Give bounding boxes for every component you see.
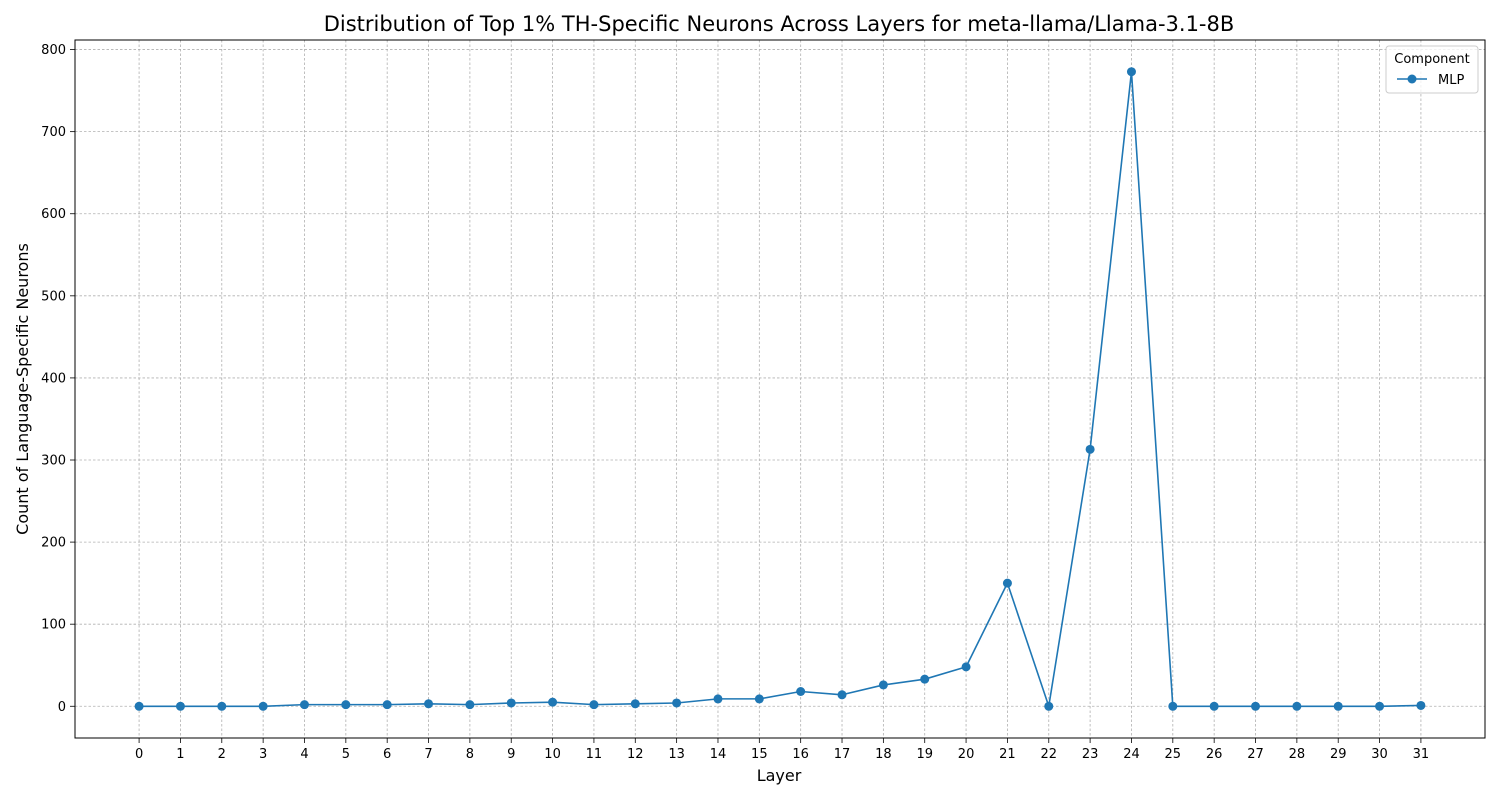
x-tick-label: 1 [176,747,184,762]
data-point [465,700,475,710]
y-axis-ticks: 0 100 200 300 400 500 600 700 800 [41,43,75,715]
data-point [920,674,930,684]
x-tick-label: 6 [383,747,391,762]
y-tick-label: 0 [58,700,66,715]
x-tick-label: 8 [466,747,474,762]
x-tick-label: 14 [710,747,727,762]
y-tick-label: 600 [41,207,66,222]
data-point [837,690,847,700]
chart-title: Distribution of Top 1% TH-Specific Neuro… [324,12,1235,36]
x-tick-label: 25 [1165,747,1182,762]
x-tick-label: 5 [342,747,350,762]
y-tick-label: 400 [41,371,66,386]
data-point [1416,700,1426,710]
y-tick-label: 300 [41,454,66,469]
x-tick-label: 22 [1040,747,1057,762]
data-point [175,701,185,711]
x-tick-label: 4 [300,747,308,762]
data-point [1292,701,1302,711]
data-point [506,698,516,708]
series-line-mlp [139,70,1421,708]
x-tick-label: 24 [1123,747,1140,762]
x-tick-label: 7 [424,747,432,762]
data-point [258,701,268,711]
data-point [1126,67,1136,77]
data-point [754,694,764,704]
data-point [134,701,144,711]
x-axis-ticks: 0 1 2 3 4 5 6 7 8 9 10 11 12 13 14 15 16 17 18 19 20 21 22 23 24… [135,738,1429,762]
data-point [1044,701,1054,711]
grid [75,40,1485,738]
x-tick-label: 12 [627,747,644,762]
y-tick-label: 500 [41,289,66,304]
data-point [796,686,806,696]
data-point [1209,701,1219,711]
x-tick-label: 19 [916,747,933,762]
x-tick-label: 26 [1206,747,1223,762]
x-tick-label: 2 [218,747,226,762]
plot-area [74,39,1486,739]
legend-label-mlp: MLP [1438,73,1464,88]
data-point [299,700,309,710]
series-layer [134,67,1426,711]
data-point [961,662,971,672]
x-tick-label: 3 [259,747,267,762]
x-tick-label: 15 [751,747,768,762]
y-tick-label: 800 [41,43,66,58]
y-tick-label: 700 [41,125,66,140]
data-point [1002,578,1012,588]
x-tick-label: 18 [875,747,892,762]
data-point [424,699,434,709]
x-tick-label: 16 [792,747,809,762]
data-point [589,700,599,710]
data-point [341,700,351,710]
data-point [217,701,227,711]
x-tick-label: 23 [1082,747,1099,762]
x-tick-label: 11 [586,747,603,762]
x-tick-label: 9 [507,747,515,762]
data-point [878,680,888,690]
x-tick-label: 27 [1247,747,1264,762]
x-tick-label: 20 [958,747,975,762]
data-point [630,699,640,709]
data-point [1375,701,1385,711]
x-tick-label: 21 [999,747,1016,762]
x-tick-label: 31 [1413,747,1430,762]
x-tick-label: 28 [1289,747,1306,762]
data-point [672,698,682,708]
x-tick-label: 13 [668,747,685,762]
x-tick-label: 0 [135,747,143,762]
x-tick-label: 10 [544,747,561,762]
data-point [713,694,723,704]
data-point [1085,444,1095,454]
y-axis-label: Count of Language-Specific Neurons [13,243,32,535]
y-tick-label: 100 [41,618,66,633]
data-point [382,700,392,710]
x-axis-label: Layer [757,766,802,785]
legend: Component MLP [1385,45,1479,94]
y-tick-label: 200 [41,536,66,551]
data-point [548,697,558,707]
data-point [1333,701,1343,711]
data-point [1251,701,1261,711]
legend-title: Component [1394,52,1469,67]
x-tick-label: 17 [834,747,851,762]
data-point [1168,701,1178,711]
legend-marker-mlp [1407,74,1417,84]
x-tick-label: 30 [1371,747,1388,762]
x-tick-label: 29 [1330,747,1347,762]
